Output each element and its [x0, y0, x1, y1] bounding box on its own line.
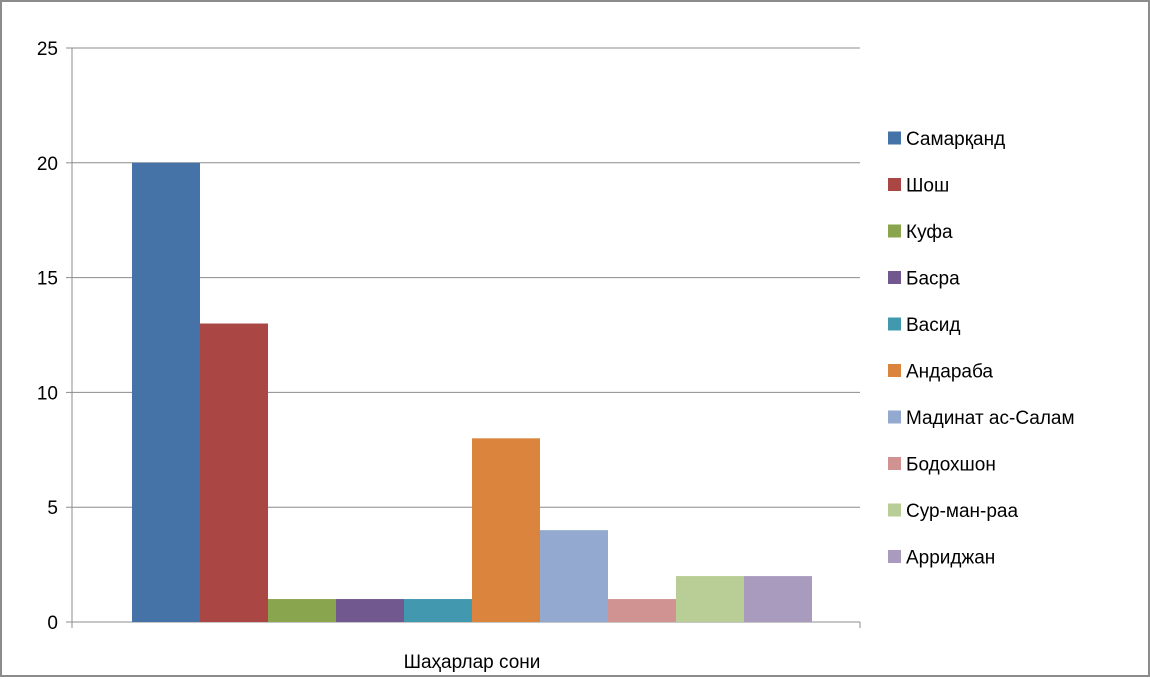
- legend-swatch: [888, 317, 901, 331]
- legend-label: Арриджан: [906, 548, 995, 569]
- legend-swatch: [888, 178, 901, 191]
- bar-9: [676, 576, 744, 622]
- y-tick-label: 0: [47, 613, 58, 634]
- legend-swatch: [888, 410, 901, 424]
- legend-label: Мадинат ас-Салам: [906, 408, 1075, 429]
- legend-swatch: [888, 457, 901, 470]
- y-tick-label: 10: [37, 383, 58, 404]
- legend-swatch: [888, 503, 901, 517]
- legend: Самарқанд Шош Куфа Басра Васид Андараба Мадина…: [888, 129, 1075, 569]
- legend-label: Васид: [906, 315, 960, 336]
- bar-1: [132, 162, 200, 623]
- bars: [132, 162, 812, 623]
- legend-swatch: [888, 550, 901, 563]
- x-category-label: Шаҳарлар сони: [404, 652, 541, 673]
- y-tick-label: 15: [37, 269, 58, 290]
- bar-2: [200, 323, 268, 622]
- bar-5: [404, 599, 472, 622]
- y-tick-label: 20: [37, 154, 58, 175]
- y-tick-label: 5: [47, 498, 58, 519]
- y-tick-label: 25: [37, 39, 58, 60]
- bar-7: [540, 530, 608, 622]
- legend-label: Самарқанд: [906, 129, 1005, 150]
- legend-label: Андараба: [906, 362, 993, 383]
- legend-label: Сур-ман-раа: [906, 501, 1018, 522]
- legend-swatch: [888, 224, 901, 238]
- legend-swatch: [888, 364, 901, 377]
- bar-6: [472, 438, 540, 622]
- bar-10: [744, 576, 812, 622]
- legend-swatch: [888, 131, 901, 145]
- bar-8: [608, 599, 676, 622]
- legend-label: Шош: [906, 176, 949, 197]
- legend-label: Бодохшон: [906, 455, 996, 476]
- tick-labels: 0 5 10 15 20 25 Шаҳарлар сони: [37, 39, 541, 673]
- bar-4: [336, 599, 404, 622]
- bar-3: [268, 599, 336, 622]
- legend-label: Басра: [906, 269, 960, 290]
- legend-label: Куфа: [906, 222, 953, 243]
- legend-swatch: [888, 271, 901, 284]
